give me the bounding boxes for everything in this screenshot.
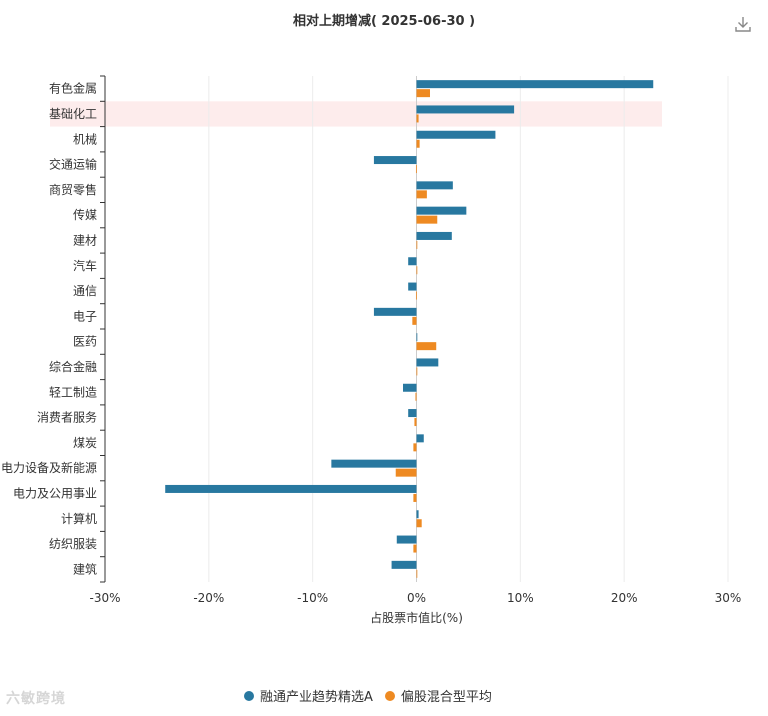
download-icon[interactable] xyxy=(733,14,753,34)
bar-fund xyxy=(373,156,417,165)
bar-fund xyxy=(396,535,417,544)
bar-average xyxy=(395,468,417,477)
bar-fund xyxy=(408,409,417,418)
bar-average xyxy=(416,215,438,224)
watermark-text: 六敏跨境 xyxy=(6,691,66,707)
bar-fund xyxy=(373,307,417,316)
bar-fund xyxy=(416,206,467,215)
chart-title: 相对上期增减( 2025-06-30 ) xyxy=(292,14,476,29)
bar-average xyxy=(416,342,437,351)
legend-item-average[interactable]: 偏股混合型平均 xyxy=(384,686,492,705)
bar-fund xyxy=(391,560,417,569)
bar-fund xyxy=(416,80,654,89)
highlight-band xyxy=(50,101,662,127)
category-label: 汽车 xyxy=(73,258,97,273)
bar-fund xyxy=(416,181,453,190)
x-tick-label: -20% xyxy=(193,591,224,605)
bar-average xyxy=(416,569,418,578)
x-tick-label: 30% xyxy=(715,591,742,605)
bar-average xyxy=(415,392,417,401)
bar-fund xyxy=(416,130,496,139)
bar-average xyxy=(415,165,417,174)
category-label: 电子 xyxy=(73,309,97,323)
bar-fund xyxy=(416,231,452,240)
bar-average xyxy=(416,89,430,98)
bar-fund xyxy=(165,484,417,493)
category-label: 轻工制造 xyxy=(49,385,97,399)
bar-average xyxy=(416,367,418,376)
bar-fund xyxy=(331,459,417,468)
bar-average xyxy=(412,316,417,325)
bar-average xyxy=(415,291,417,300)
category-label: 纺织服装 xyxy=(49,537,97,551)
category-label: 综合金融 xyxy=(49,359,97,374)
bar-average xyxy=(416,190,427,199)
bar-average xyxy=(413,443,417,452)
category-label: 医药 xyxy=(73,335,97,349)
legend: 融通产业趋势精选A 偏股混合型平均 xyxy=(244,686,492,705)
x-tick-label: 10% xyxy=(507,591,534,605)
category-label: 基础化工 xyxy=(49,107,97,121)
bar-average xyxy=(413,544,417,553)
category-label: 煤炭 xyxy=(73,436,97,450)
bar-fund xyxy=(416,510,419,519)
watermark-logo: 六敏跨境 xyxy=(6,688,66,708)
category-label: 建筑 xyxy=(73,561,97,576)
bar-fund xyxy=(416,333,418,342)
bar-average xyxy=(416,266,418,275)
bar-fund xyxy=(416,434,424,443)
category-label: 建材 xyxy=(73,233,97,247)
category-label: 电力及公用事业 xyxy=(13,486,97,500)
bar-average xyxy=(416,240,418,249)
bar-fund xyxy=(416,105,515,114)
category-label: 消费者服务 xyxy=(37,410,97,425)
category-label: 计算机 xyxy=(61,511,97,526)
legend-dot-average xyxy=(384,690,395,701)
category-label: 交通运输 xyxy=(49,157,97,172)
category-label: 机械 xyxy=(73,131,97,146)
category-label: 有色金属 xyxy=(49,81,97,96)
bar-average xyxy=(414,418,417,427)
x-tick-label: 0% xyxy=(407,591,426,605)
category-label: 商贸零售 xyxy=(49,182,97,197)
bar-fund xyxy=(403,383,417,392)
legend-label-fund: 融通产业趋势精选A xyxy=(260,690,373,705)
x-tick-label: 20% xyxy=(611,591,638,605)
bar-average xyxy=(413,493,417,502)
category-label: 电力设备及新能源 xyxy=(1,460,97,475)
bar-fund xyxy=(408,282,417,291)
bar-fund xyxy=(408,257,417,266)
x-tick-label: -30% xyxy=(89,591,120,605)
bar-fund xyxy=(416,358,439,367)
bar-average xyxy=(416,114,419,123)
bar-average xyxy=(416,519,422,528)
category-label: 传媒 xyxy=(73,207,97,222)
bar-average xyxy=(416,139,420,148)
category-label: 通信 xyxy=(73,284,97,298)
legend-dot-fund xyxy=(244,690,254,701)
legend-label-average: 偏股混合型平均 xyxy=(400,690,492,705)
x-tick-label: -10% xyxy=(297,591,328,605)
x-axis-label: 占股票市值比(%) xyxy=(370,610,463,625)
legend-item-fund[interactable]: 融通产业趋势精选A xyxy=(244,686,373,705)
